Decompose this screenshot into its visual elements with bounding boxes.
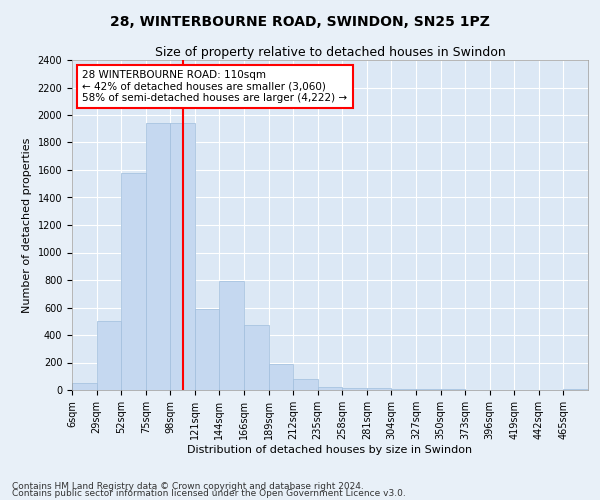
Bar <box>72 383 97 390</box>
Text: 28 WINTERBOURNE ROAD: 110sqm
← 42% of detached houses are smaller (3,060)
58% of: 28 WINTERBOURNE ROAD: 110sqm ← 42% of de… <box>82 70 347 103</box>
Bar <box>367 388 391 390</box>
Bar <box>97 322 121 390</box>
Bar <box>146 123 170 390</box>
Bar <box>170 123 195 390</box>
Bar <box>342 388 367 390</box>
Text: 28, WINTERBOURNE ROAD, SWINDON, SN25 1PZ: 28, WINTERBOURNE ROAD, SWINDON, SN25 1PZ <box>110 15 490 29</box>
Text: Contains HM Land Registry data © Crown copyright and database right 2024.: Contains HM Land Registry data © Crown c… <box>12 482 364 491</box>
X-axis label: Distribution of detached houses by size in Swindon: Distribution of detached houses by size … <box>187 444 473 454</box>
Text: Contains public sector information licensed under the Open Government Licence v3: Contains public sector information licen… <box>12 489 406 498</box>
Bar <box>121 173 146 390</box>
Bar <box>293 379 318 390</box>
Y-axis label: Number of detached properties: Number of detached properties <box>22 138 32 312</box>
Bar <box>244 326 269 390</box>
Bar <box>195 309 220 390</box>
Bar <box>318 386 342 390</box>
Bar <box>220 282 244 390</box>
Bar <box>269 364 293 390</box>
Title: Size of property relative to detached houses in Swindon: Size of property relative to detached ho… <box>155 46 505 59</box>
